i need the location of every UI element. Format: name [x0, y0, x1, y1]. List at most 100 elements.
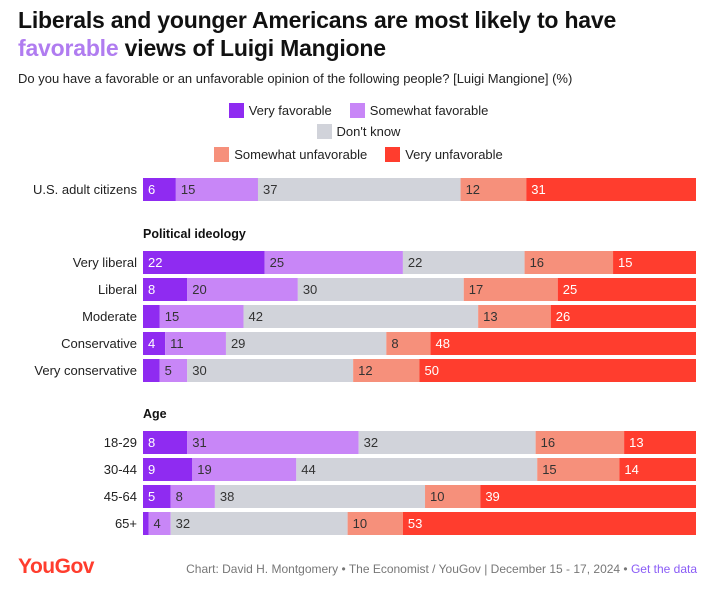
- bar-segment-65-somewhat-favorable: [148, 512, 171, 535]
- bar-value-18-29-very-favorable: 8: [148, 435, 155, 450]
- legend-item-very-unfavorable: Very unfavorable: [385, 147, 503, 162]
- bar-segment-u-s-adult-citizens-very-favorable: [143, 178, 176, 201]
- bar-value-30-44-dont-know: 44: [301, 462, 315, 477]
- bar-segment-18-29-somewhat-unfavorable: [535, 431, 625, 454]
- bar-segment-65-very-unfavorable: [402, 512, 696, 535]
- legend-row-1: Very favorable Somewhat favorable: [0, 103, 717, 118]
- bar-segment-30-44-very-unfavorable: [619, 458, 696, 481]
- bar-segment-liberal-very-unfavorable: [557, 278, 696, 301]
- bar-segment-45-64-very-favorable: [143, 485, 171, 508]
- bar-value-18-29-very-unfavorable: 13: [629, 435, 643, 450]
- bar-segment-45-64-somewhat-unfavorable: [425, 485, 481, 508]
- bar-value-30-44-somewhat-favorable: 19: [197, 462, 211, 477]
- bar-value-65-somewhat-favorable: 4: [154, 516, 161, 531]
- bar-value-u-s-adult-citizens-dont-know: 37: [263, 182, 277, 197]
- bar-segment-very-liberal-very-favorable: [143, 251, 265, 274]
- bar-value-liberal-dont-know: 30: [303, 282, 317, 297]
- bar-segment-30-44-very-favorable: [143, 458, 193, 481]
- bar-segment-conservative-dont-know: [225, 332, 387, 355]
- bar-value-45-64-dont-know: 38: [220, 489, 234, 504]
- title-part2: views of Luigi Mangione: [118, 35, 386, 61]
- legend-label-dont-know: Don't know: [336, 124, 401, 139]
- bar-value-u-s-adult-citizens-very-unfavorable: 31: [531, 182, 545, 197]
- bar-value-moderate-somewhat-unfavorable: 13: [483, 309, 497, 324]
- bar-segment-conservative-somewhat-unfavorable: [386, 332, 431, 355]
- row-label-liberal: Liberal: [98, 282, 137, 297]
- row-label-very-liberal: Very liberal: [73, 255, 137, 270]
- bar-value-u-s-adult-citizens-somewhat-favorable: 15: [181, 182, 195, 197]
- bar-segment-u-s-adult-citizens-somewhat-unfavorable: [460, 178, 527, 201]
- bar-value-conservative-somewhat-unfavorable: 8: [391, 336, 398, 351]
- bar-segment-very-conservative-somewhat-favorable: [159, 359, 188, 382]
- bar-value-liberal-very-favorable: 8: [148, 282, 155, 297]
- bar-value-very-liberal-somewhat-favorable: 25: [270, 255, 284, 270]
- bar-value-very-liberal-very-unfavorable: 15: [618, 255, 632, 270]
- bar-segment-45-64-somewhat-favorable: [170, 485, 215, 508]
- bar-value-very-conservative-somewhat-unfavorable: 12: [358, 363, 372, 378]
- bar-value-liberal-somewhat-favorable: 20: [192, 282, 206, 297]
- bar-value-65-very-unfavorable: 53: [408, 516, 422, 531]
- yougov-logo: YouGov: [18, 555, 94, 578]
- legend-swatch-somewhat-favorable: [349, 103, 365, 118]
- bar-segment-18-29-somewhat-favorable: [187, 431, 359, 454]
- bar-value-18-29-dont-know: 32: [364, 435, 378, 450]
- group-heading-political-ideology: Political ideology: [143, 227, 246, 241]
- bar-segment-45-64-dont-know: [214, 485, 426, 508]
- bar-value-65-somewhat-unfavorable: 10: [353, 516, 367, 531]
- bar-segment-18-29-dont-know: [358, 431, 536, 454]
- bar-segment-very-conservative-very-unfavorable: [419, 359, 696, 382]
- bar-segment-conservative-very-unfavorable: [430, 332, 696, 355]
- bar-segment-liberal-dont-know: [297, 278, 464, 301]
- bar-value-45-64-somewhat-favorable: 8: [176, 489, 183, 504]
- bar-segment-65-very-favorable: [143, 512, 149, 535]
- bar-segment-very-conservative-somewhat-unfavorable: [353, 359, 420, 382]
- bar-value-moderate-very-unfavorable: 26: [556, 309, 570, 324]
- bar-value-very-liberal-somewhat-unfavorable: 16: [530, 255, 544, 270]
- bar-segment-18-29-very-favorable: [143, 431, 188, 454]
- bar-segment-very-liberal-somewhat-unfavorable: [524, 251, 614, 274]
- row-label-very-conservative: Very conservative: [34, 363, 137, 378]
- bar-value-very-liberal-dont-know: 22: [408, 255, 422, 270]
- legend-item-dont-know: Don't know: [316, 124, 401, 139]
- bar-segment-very-liberal-very-unfavorable: [613, 251, 696, 274]
- bar-segment-very-conservative-dont-know: [187, 359, 354, 382]
- bar-value-45-64-somewhat-unfavorable: 10: [430, 489, 444, 504]
- row-label-18-29: 18-29: [104, 435, 137, 450]
- bar-segment-18-29-very-unfavorable: [624, 431, 696, 454]
- bar-value-very-conservative-dont-know: 30: [192, 363, 206, 378]
- bar-value-u-s-adult-citizens-somewhat-unfavorable: 12: [466, 182, 480, 197]
- bar-segment-30-44-somewhat-unfavorable: [537, 458, 620, 481]
- row-label-45-64: 45-64: [104, 489, 137, 504]
- bar-segment-conservative-very-favorable: [143, 332, 166, 355]
- bar-value-conservative-dont-know: 29: [231, 336, 245, 351]
- bar-value-very-conservative-somewhat-favorable: 5: [165, 363, 172, 378]
- bar-segment-45-64-very-unfavorable: [480, 485, 696, 508]
- bar-value-liberal-very-unfavorable: 25: [563, 282, 577, 297]
- bar-segment-liberal-very-favorable: [143, 278, 188, 301]
- bar-segment-moderate-very-unfavorable: [550, 305, 696, 328]
- bar-segment-30-44-somewhat-favorable: [192, 458, 297, 481]
- legend-row-3: Somewhat unfavorable Very unfavorable: [0, 147, 717, 162]
- bar-value-conservative-somewhat-favorable: 11: [170, 336, 184, 351]
- legend-item-somewhat-favorable: Somewhat favorable: [349, 103, 489, 118]
- get-the-data-link[interactable]: Get the data: [630, 562, 697, 576]
- bar-value-very-conservative-very-unfavorable: 50: [425, 363, 439, 378]
- legend-item-somewhat-unfavorable: Somewhat unfavorable: [214, 147, 367, 162]
- bar-segment-very-conservative-very-favorable: [143, 359, 160, 382]
- bar-value-moderate-somewhat-favorable: 15: [165, 309, 179, 324]
- chart-title: Liberals and younger Americans are most …: [18, 6, 708, 62]
- bar-segment-very-liberal-dont-know: [402, 251, 525, 274]
- row-label-u-s-adult-citizens: U.S. adult citizens: [33, 182, 138, 197]
- bar-segment-u-s-adult-citizens-dont-know: [257, 178, 461, 201]
- legend-label-very-favorable: Very favorable: [248, 103, 332, 118]
- bar-segment-very-liberal-somewhat-favorable: [264, 251, 403, 274]
- bar-value-very-liberal-very-favorable: 22: [148, 255, 162, 270]
- row-label-30-44: 30-44: [104, 462, 137, 477]
- bar-value-u-s-adult-citizens-very-favorable: 6: [148, 182, 155, 197]
- bar-segment-moderate-very-favorable: [143, 305, 160, 328]
- bar-segment-conservative-somewhat-favorable: [165, 332, 226, 355]
- legend-label-somewhat-favorable: Somewhat favorable: [369, 103, 489, 118]
- bar-value-30-44-very-favorable: 9: [148, 462, 155, 477]
- bar-value-18-29-somewhat-unfavorable: 16: [541, 435, 555, 450]
- bar-value-conservative-very-favorable: 4: [148, 336, 155, 351]
